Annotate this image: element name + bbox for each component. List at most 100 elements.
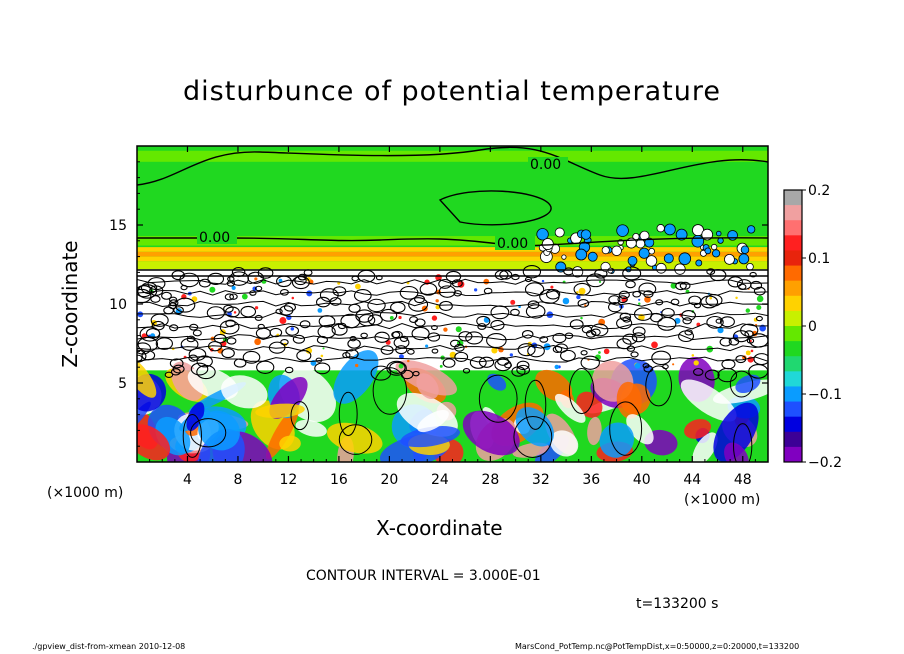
speckle: [474, 288, 478, 292]
convective-cell: [554, 393, 586, 423]
upper-disturbance: [663, 253, 674, 264]
upper-disturbance: [678, 252, 692, 265]
speckle: [435, 299, 439, 303]
contour-loop: [411, 326, 430, 341]
speckle: [584, 304, 587, 307]
contour-loop: [196, 364, 216, 380]
speckle: [510, 299, 516, 305]
contour-loop: [180, 337, 199, 351]
contour-loop: [617, 295, 628, 304]
speckle: [209, 286, 216, 293]
x-tick-label: 32: [532, 472, 550, 488]
convective-cell: [550, 430, 579, 457]
contour-loop: [190, 362, 209, 376]
field-band: [137, 150, 768, 162]
contour-loop: [171, 270, 185, 281]
contour-ring: [729, 370, 754, 398]
upper-disturbance: [587, 251, 598, 262]
contour-loop: [608, 295, 621, 305]
speckle: [231, 285, 236, 290]
contour-line: [137, 334, 768, 341]
contour-ring: [182, 414, 202, 458]
contour-loop: [173, 306, 184, 315]
contour-loop: [284, 366, 294, 374]
upper-disturbance: [571, 266, 584, 278]
x-unit-label-right: (×1000 m): [684, 492, 761, 508]
contour-loop: [240, 305, 257, 318]
contour-loop: [170, 368, 181, 376]
convective-cell: [724, 442, 749, 462]
contour-loop: [632, 326, 646, 337]
contour-loop: [580, 350, 588, 356]
upper-disturbance: [611, 245, 622, 256]
contour-loop: [439, 300, 453, 312]
upper-disturbance: [645, 255, 658, 267]
contour-loop: [462, 368, 471, 374]
convective-cell: [198, 410, 240, 451]
speckle: [389, 315, 394, 320]
colorbar-swatch: [784, 326, 802, 342]
convective-cell: [137, 355, 157, 398]
speckle: [305, 347, 313, 354]
x-tick-label: 24: [431, 472, 449, 488]
contour-loop: [453, 290, 462, 297]
contour-loop: [618, 290, 630, 299]
contour-loop: [678, 330, 695, 343]
speckle: [398, 354, 404, 360]
contour-loop: [616, 317, 633, 330]
colorbar-swatch: [784, 190, 802, 206]
contour-loop: [180, 284, 188, 291]
speckle: [691, 354, 695, 357]
contour-line: [137, 300, 768, 308]
colorbar-tick-label: 0: [808, 319, 817, 335]
contour-loop: [449, 339, 461, 348]
x-tick-label: 36: [582, 472, 600, 488]
speckle: [455, 326, 462, 333]
contour-loop: [521, 329, 534, 339]
contour-ring: [338, 391, 358, 437]
field-band: [137, 236, 768, 246]
contour-ring: [568, 368, 595, 415]
contour-loop: [345, 349, 359, 360]
x-tick-label: 44: [683, 472, 701, 488]
contour-loop: [360, 332, 368, 339]
upper-disturbance: [695, 259, 703, 267]
convective-cell: [487, 373, 507, 391]
colorbar-tick-label: 0.2: [808, 183, 830, 199]
colorbar-swatch: [784, 401, 802, 418]
upper-disturbance: [691, 234, 705, 248]
upper-disturbance: [738, 253, 750, 265]
convective-cell: [295, 419, 327, 437]
upper-disturbance: [674, 263, 686, 275]
convective-cell: [713, 402, 759, 462]
contour-loop: [657, 316, 677, 331]
contour-loop: [719, 316, 735, 328]
x-axis-label: X-coordinate: [376, 516, 503, 540]
speckle: [337, 281, 341, 285]
speckle: [491, 347, 498, 354]
contour-loop: [706, 315, 724, 329]
speckle: [435, 304, 441, 310]
x-unit-label-left: (×1000 m): [47, 485, 124, 501]
speckle: [355, 283, 361, 290]
y-tick-label: 5: [118, 376, 127, 392]
contour-loop: [746, 338, 755, 344]
contour-loop: [409, 316, 419, 323]
contour-loop: [527, 344, 545, 358]
convective-cell: [221, 375, 268, 409]
convective-cell: [462, 410, 520, 456]
speckle: [598, 280, 602, 283]
upper-disturbance: [746, 262, 754, 271]
speckle: [554, 364, 559, 370]
colorbar-swatch: [784, 220, 802, 236]
speckle: [483, 278, 490, 285]
contour-loop: [750, 280, 763, 290]
speckle: [603, 348, 610, 355]
contour-loop: [229, 293, 238, 300]
speckle: [562, 297, 570, 305]
contour-loop: [476, 315, 491, 327]
contour-interval-text: CONTOUR INTERVAL = 3.000E-01: [306, 568, 541, 584]
upper-contour: [137, 237, 768, 247]
contour-loop: [296, 350, 312, 362]
colorbar-swatch: [784, 341, 802, 357]
